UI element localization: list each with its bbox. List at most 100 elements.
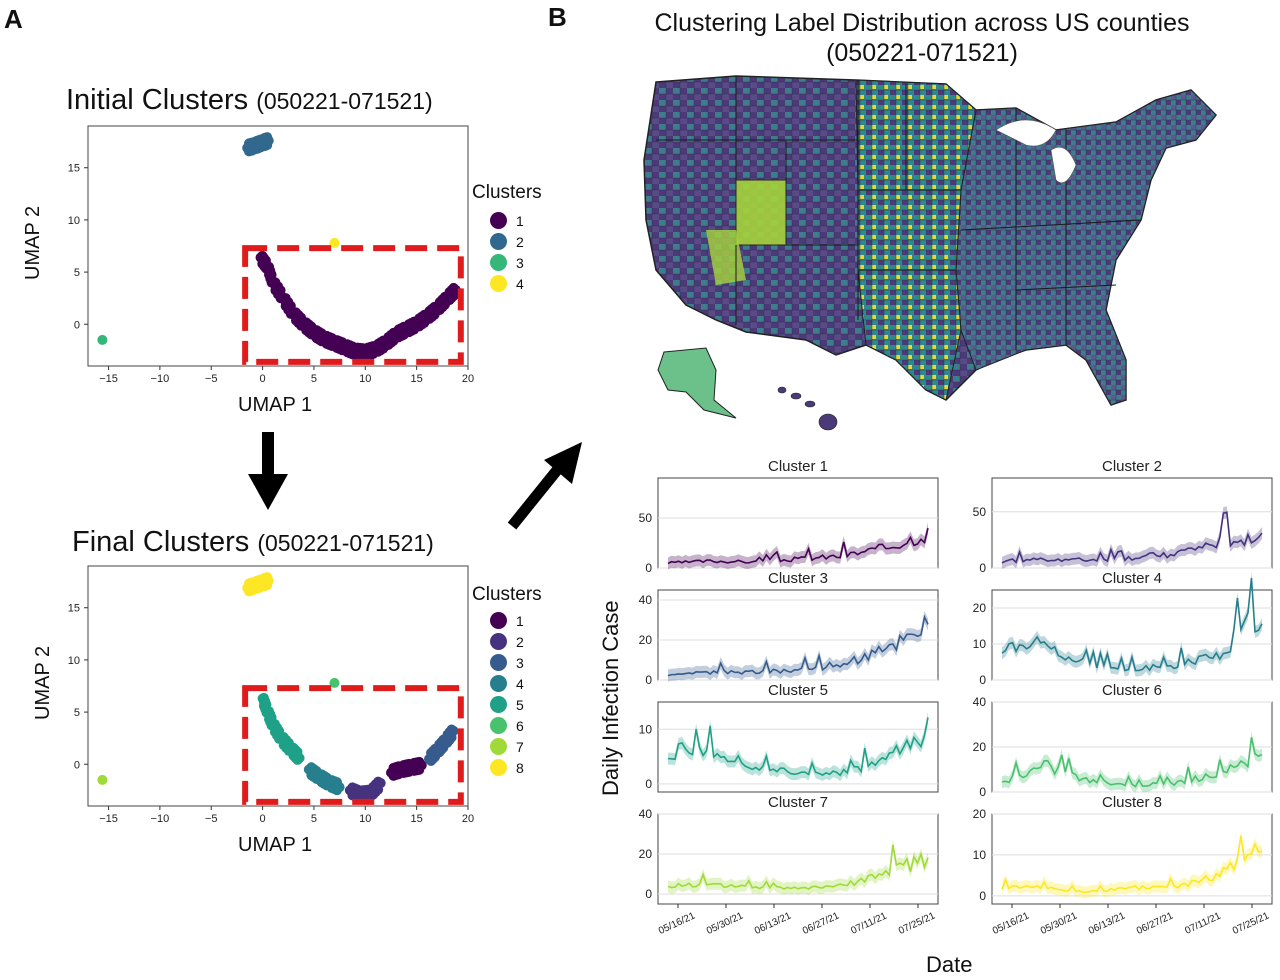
initial-series-4 <box>329 237 340 248</box>
y-tick-label: 0 <box>645 887 652 901</box>
final-series-5 <box>257 692 305 765</box>
legend-label: 3 <box>516 654 524 671</box>
y-tick-label: 0 <box>979 785 986 799</box>
x-tick-label: 15 <box>411 813 423 825</box>
scatter-point <box>263 135 274 146</box>
legend-label: 1 <box>516 212 524 229</box>
x-tick-label: 0 <box>260 373 266 385</box>
x-tick-label: 07/11/21 <box>849 910 889 936</box>
timeseries-xlabel: Date <box>926 952 973 977</box>
series-line <box>667 528 929 565</box>
legend-marker <box>490 612 507 629</box>
x-tick-label: 05/30/21 <box>705 910 745 937</box>
x-tick-label: 20 <box>462 373 474 385</box>
cluster-panel-title: Cluster 6 <box>1102 682 1162 699</box>
y-tick-label: 10 <box>973 637 987 651</box>
y-tick-label: 40 <box>639 593 653 607</box>
x-tick-label: −15 <box>99 813 118 825</box>
scatter-point <box>375 778 386 789</box>
x-tick-label: 05/16/21 <box>991 910 1031 937</box>
final-xlabel: UMAP 1 <box>238 834 313 856</box>
x-tick-label: 5 <box>311 373 317 385</box>
y-tick-label: 10 <box>639 722 653 736</box>
scatter-point <box>97 334 108 345</box>
final-legend-item-7: 7 <box>490 736 542 757</box>
y-tick-label: 15 <box>68 163 80 175</box>
confidence-band <box>668 522 928 570</box>
initial-legend-item-2: 2 <box>490 231 542 252</box>
initial-highlight-box <box>242 245 464 365</box>
panel-letter-b: B <box>548 2 567 32</box>
series-line <box>1001 737 1263 788</box>
y-tick-label: 5 <box>74 707 80 719</box>
scatter-point <box>329 237 340 248</box>
initial-legend: Clusters 1 2 3 4 <box>472 182 542 294</box>
final-legend-item-5: 5 <box>490 694 542 715</box>
x-tick-label: 10 <box>359 813 371 825</box>
final-legend-item-2: 2 <box>490 631 542 652</box>
x-tick-label: 20 <box>462 813 474 825</box>
confidence-band <box>1002 506 1262 569</box>
y-tick-label: 0 <box>979 561 986 575</box>
x-tick-label: 0 <box>260 813 266 825</box>
final-legend-item-6: 6 <box>490 715 542 736</box>
y-tick-label: 20 <box>973 601 987 615</box>
y-tick-label: 0 <box>979 673 986 687</box>
initial-legend-item-4: 4 <box>490 273 542 294</box>
legend-marker <box>490 717 507 734</box>
initial-ylabel: UMAP 2 <box>22 205 44 280</box>
legend-marker <box>490 759 507 776</box>
cluster-panel-title: Cluster 2 <box>1102 458 1162 475</box>
final-series-1 <box>385 756 427 781</box>
x-tick-label: 15 <box>411 373 423 385</box>
y-tick-label: 5 <box>74 267 80 279</box>
y-tick-label: 40 <box>639 807 653 821</box>
cluster-panel-title: Cluster 5 <box>768 682 828 699</box>
final-series-3 <box>423 724 459 766</box>
cluster-panel-frame <box>657 477 939 569</box>
initial-xlabel: UMAP 1 <box>238 394 313 416</box>
x-tick-label: 06/13/21 <box>1087 910 1127 937</box>
x-tick-label: 06/27/21 <box>801 910 841 937</box>
map-title: Clustering Label Distribution across US … <box>654 9 1190 67</box>
cluster-panel-frame <box>991 477 1273 569</box>
y-tick-label: 20 <box>639 847 653 861</box>
y-tick-label: 10 <box>68 215 80 227</box>
y-tick-label: 0 <box>74 759 80 771</box>
x-tick-label: 06/27/21 <box>1135 910 1175 937</box>
scatter-point <box>263 575 274 586</box>
cluster-panel-6: Cluster 6 0 20 40 <box>973 682 1273 799</box>
initial-series-1 <box>255 250 461 362</box>
legend-marker <box>490 254 507 271</box>
series-line <box>667 614 929 677</box>
initial-clusters-scatter: −15 −10 −5 0 5 10 15 20 0 5 10 15 <box>68 125 474 385</box>
x-tick-label: 05/30/21 <box>1039 910 1079 937</box>
legend-marker <box>490 738 507 755</box>
legend-label: 5 <box>516 696 524 713</box>
legend-marker <box>490 696 507 713</box>
x-tick-label: 07/11/21 <box>1183 910 1223 936</box>
legend-label: 7 <box>516 738 524 755</box>
legend-label: 6 <box>516 717 524 734</box>
x-tick-label: 06/13/21 <box>753 910 793 937</box>
final-series-4 <box>303 762 345 796</box>
final-legend: Clusters 1 2 3 4 5 6 7 8 <box>472 584 542 778</box>
initial-legend-title: Clusters <box>472 182 542 203</box>
y-tick-label: 0 <box>645 777 652 791</box>
y-tick-label: 10 <box>68 655 80 667</box>
legend-marker <box>490 654 507 671</box>
cluster-panel-3: Cluster 3 0 20 40 <box>639 570 939 687</box>
cluster-panel-title: Cluster 4 <box>1102 570 1162 587</box>
final-series-6 <box>329 677 340 688</box>
series-line <box>667 717 929 777</box>
x-tick-label: −10 <box>151 373 170 385</box>
cluster-panel-2: Cluster 2 0 50 <box>973 458 1273 575</box>
series-line <box>1001 835 1263 894</box>
cluster-panel-7: Cluster 7 0 20 40 05/16/21 05/30/21 06/13/21 06… <box>639 794 939 937</box>
scatter-point <box>416 760 427 771</box>
legend-marker <box>490 233 507 250</box>
cluster-panel-1: Cluster 1 0 50 <box>639 458 939 575</box>
legend-label: 4 <box>516 275 524 292</box>
final-ylabel: UMAP 2 <box>32 645 54 720</box>
y-tick-label: 20 <box>639 633 653 647</box>
